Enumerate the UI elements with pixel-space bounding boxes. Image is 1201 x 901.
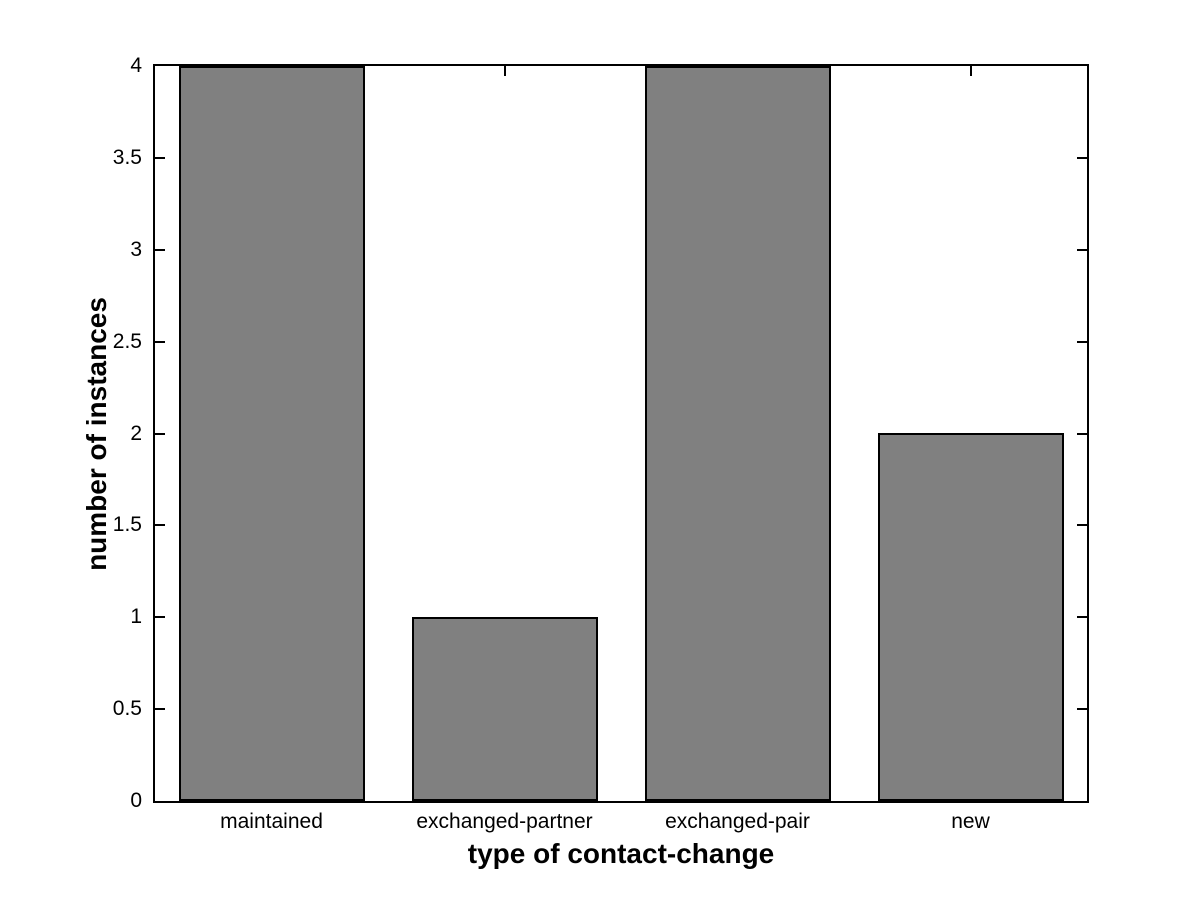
y-tick-right [1077,249,1087,251]
y-tick-left [155,708,165,710]
x-tick-label: exchanged-partner [416,810,593,833]
y-tick-left [155,249,165,251]
y-tick-label: 2 [130,421,142,445]
x-tick-label: exchanged-pair [665,810,810,833]
bar-exchanged-partner [412,617,598,801]
bar-exchanged-pair [645,66,831,801]
y-tick-right [1077,708,1087,710]
y-tick-left [155,433,165,435]
plot-area [153,64,1089,803]
y-tick-right [1077,524,1087,526]
x-axis-title: type of contact-change [467,838,775,869]
y-tick-left [155,157,165,159]
y-tick-label: 1.5 [112,513,142,537]
y-tick-label: 0 [130,789,142,812]
bar-new [878,433,1064,801]
y-tick-right [1077,341,1087,343]
y-tick-right [1077,616,1087,618]
y-tick-right [1077,157,1087,159]
y-tick-label: 4 [130,54,142,77]
x-tick-label: maintained [220,810,323,833]
y-tick-label: 1 [130,605,142,629]
y-tick-left [155,341,165,343]
y-tick-label: 2.5 [112,329,142,353]
y-tick-label: 0.5 [112,697,142,721]
y-tick-label: 3 [130,237,142,261]
y-tick-left [155,616,165,618]
bar-maintained [179,66,365,801]
y-tick-label: 3.5 [112,145,142,169]
x-tick-label: new [951,810,990,833]
y-tick-right [1077,433,1087,435]
y-tick-left [155,524,165,526]
x-tick-top [504,66,506,76]
x-tick-top [970,66,972,76]
